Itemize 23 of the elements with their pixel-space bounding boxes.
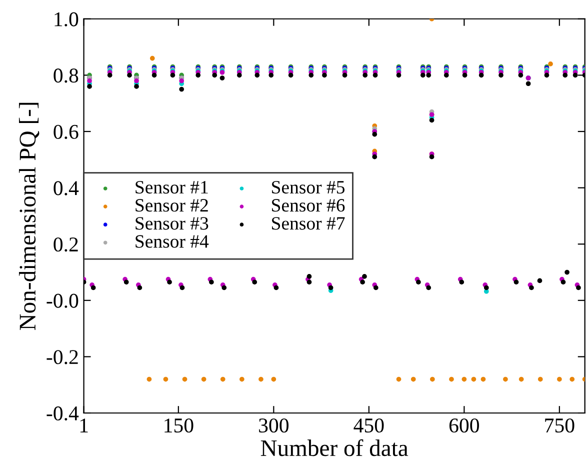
- y-tick-label: -0.4: [46, 406, 79, 421]
- x-tick-label: 300: [259, 418, 288, 433]
- y-tick-label: 0.6: [54, 124, 78, 140]
- legend-label: Sensor #2: [136, 199, 208, 212]
- y-tick-label: 1.0: [54, 12, 78, 26]
- x-axis-title: Number of data: [260, 439, 408, 456]
- legend-label: Sensor #6: [272, 199, 345, 212]
- legend-label: Sensor #5: [272, 181, 345, 194]
- x-tick-label: 600: [449, 418, 480, 433]
- x-tick-label: 450: [354, 418, 384, 433]
- legend-label: Sensor #7: [272, 217, 345, 230]
- y-axis-title: Non-dimensional PQ [-]: [18, 102, 40, 330]
- legend-label: Sensor #4: [136, 235, 209, 248]
- x-tick-label: 750: [545, 418, 574, 433]
- y-tick-label: 0.4: [54, 181, 79, 196]
- y-tick-label: -0.2: [46, 350, 78, 364]
- legend-label: Sensor #1: [136, 181, 208, 194]
- legend-label: Sensor #3: [136, 217, 208, 230]
- y-tick-label: 0.8: [54, 68, 78, 83]
- y-tick-label: 0.2: [54, 237, 78, 252]
- x-tick-label: 1: [80, 418, 88, 432]
- x-tick-label: 150: [164, 418, 194, 433]
- y-tick-label: -0.0: [46, 294, 78, 308]
